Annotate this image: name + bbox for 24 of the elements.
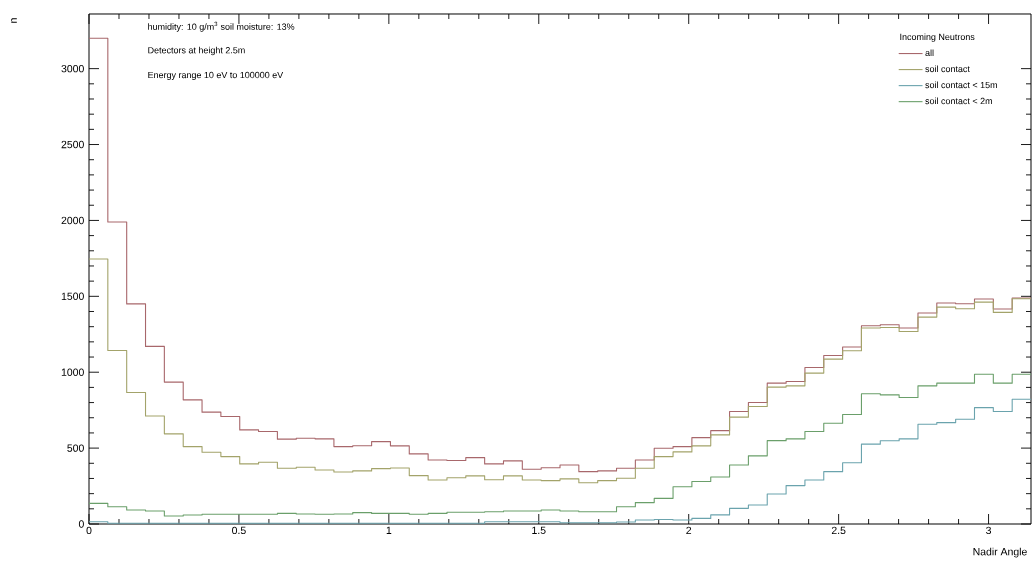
x-tick-label: 3 [986,526,991,535]
annotation: Detectors at height 2.5m [148,46,245,56]
legend-label: soil contact [925,65,970,73]
y-tick-label: 3000 [61,64,84,73]
y-tick-label: 1000 [61,368,84,376]
legend-label: all [925,49,934,57]
y-tick-label: 1500 [61,292,84,301]
x-tick-label: 0 [86,526,92,535]
x-tick-label: 2 [686,526,692,534]
y-tick-label: 2000 [61,216,84,225]
y-axis-title: n [11,18,17,23]
x-tick-label: 0.5 [232,526,246,535]
annotation: humidity: 10 g/m$^{3}$ soil moisture: 13% [148,21,295,32]
annotation: Energy range 10 eV to 100000 eV [148,71,284,80]
x-tick-label: 1 [386,526,392,534]
legend-label: soil contact < 2m [925,97,992,105]
x-tick-label: 1.5 [532,526,546,534]
x-tick-label: 2.5 [831,526,846,535]
legend-label: soil contact < 15m [925,81,997,89]
y-tick-label: 2500 [61,140,84,149]
y-tick-label: 0 [78,520,84,528]
x-axis-title: Nadir Angle [973,547,1027,558]
y-tick-label: 500 [67,444,84,452]
legend-title: Incoming Neutrons [900,33,975,42]
